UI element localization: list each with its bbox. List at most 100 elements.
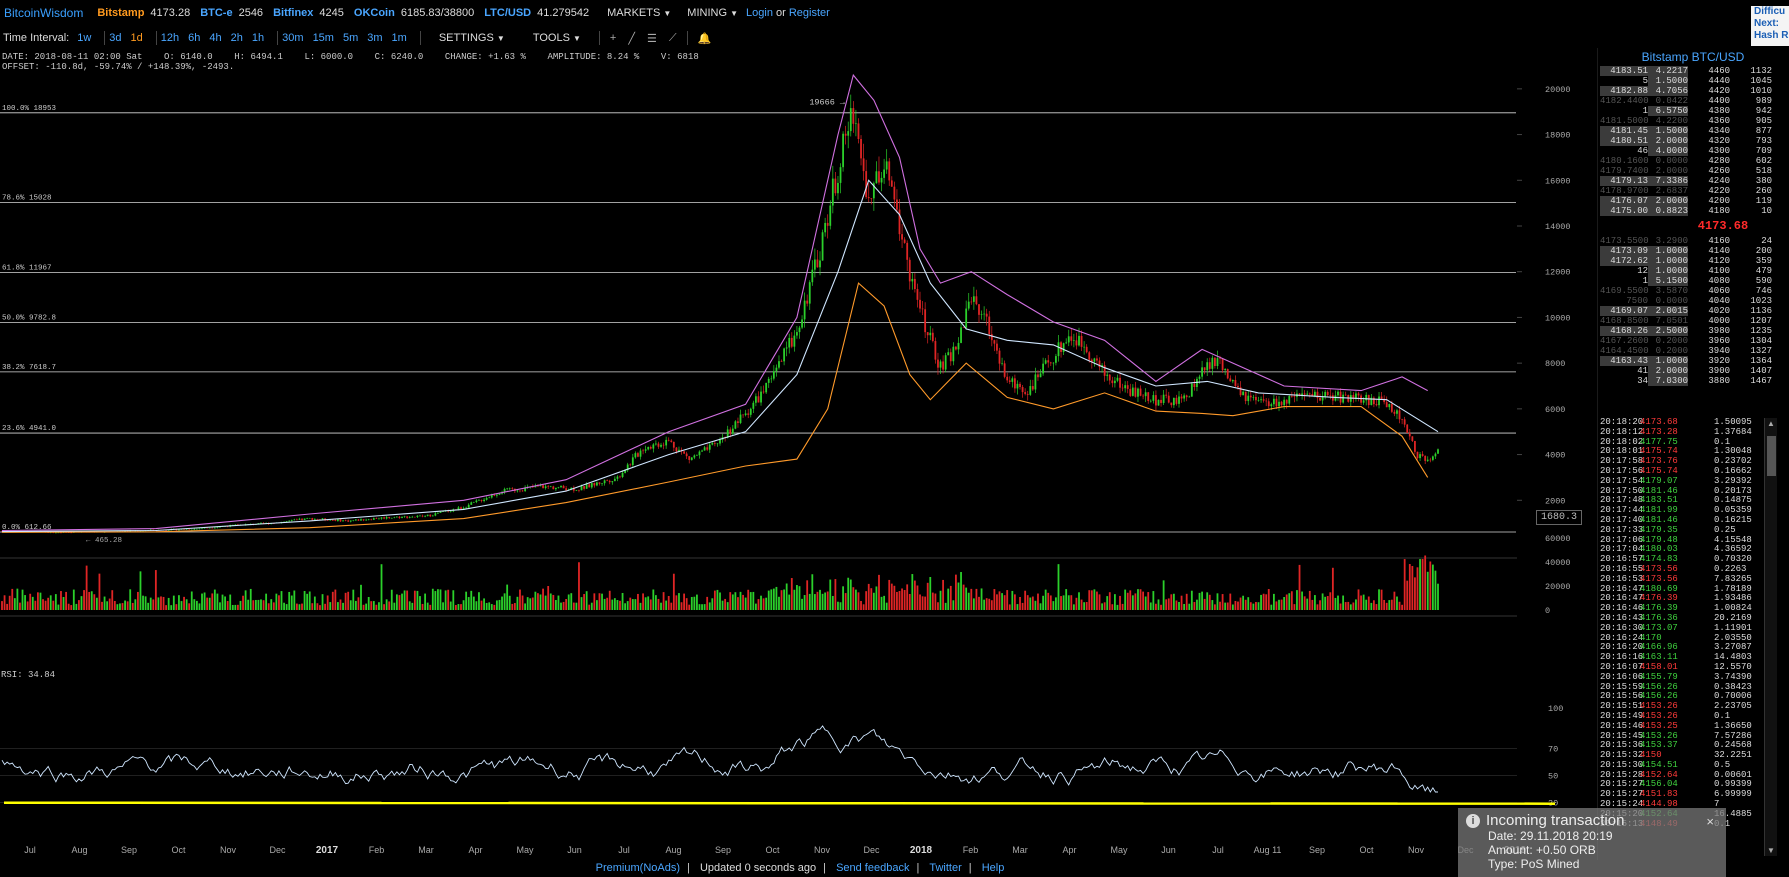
volume-bar <box>806 580 809 610</box>
exchange-ticker-btce[interactable]: BTC-e 2546 <box>200 7 263 19</box>
interval-15m[interactable]: 15m <box>312 32 334 44</box>
volume-bar <box>1247 597 1250 610</box>
trendline-icon[interactable]: ╱ <box>628 32 635 45</box>
interval-12h[interactable]: 12h <box>160 32 180 44</box>
candle-body <box>1021 387 1024 393</box>
volume-bar <box>380 564 383 610</box>
trade-amount: 20.2169 <box>1714 612 1752 623</box>
volume-bar <box>1398 601 1401 610</box>
volume-bar <box>75 603 78 610</box>
volume-bar <box>1080 599 1083 610</box>
candle-body <box>549 486 552 488</box>
settings-menu[interactable]: SETTINGS ▼ <box>439 32 505 44</box>
interval-1d[interactable]: 1d <box>130 32 143 44</box>
candle-body <box>726 429 729 438</box>
scroll-down-icon[interactable]: ▼ <box>1767 846 1775 855</box>
candle-body <box>713 443 716 444</box>
interval-1m[interactable]: 1m <box>391 32 407 44</box>
volume-bar <box>583 594 585 610</box>
volume-bar <box>319 605 321 610</box>
volume-bar <box>1360 595 1362 610</box>
interval-4h[interactable]: 4h <box>209 32 222 44</box>
close-icon[interactable]: × <box>1706 814 1714 829</box>
markets-menu[interactable]: MARKETS ▼ <box>607 7 671 19</box>
volume-bar <box>793 589 796 610</box>
depth-price: 4260 <box>1708 166 1730 176</box>
candle-body <box>962 327 965 329</box>
exchange-name[interactable]: Bitstamp <box>97 7 145 19</box>
candle-body <box>337 519 339 521</box>
exchange-name[interactable]: BTC-e <box>200 7 233 19</box>
mining-menu[interactable]: MINING ▼ <box>687 7 738 19</box>
last-price: 4173.68 <box>1697 219 1749 233</box>
trade-amount: 0.70320 <box>1714 554 1752 565</box>
twitter-link[interactable]: Twitter <box>929 862 962 874</box>
interval-3m[interactable]: 3m <box>367 32 383 44</box>
volume-bar <box>167 597 170 610</box>
horizontal-line-icon[interactable]: ☰ <box>646 32 657 45</box>
trade-amount: 1.30048 <box>1714 446 1752 457</box>
interval-1h[interactable]: 1h <box>251 32 265 44</box>
trade-price: 4183.51 <box>1640 495 1678 506</box>
tools-menu[interactable]: TOOLS ▼ <box>533 32 581 44</box>
register-link[interactable]: Register <box>788 7 830 19</box>
candle-body <box>1403 419 1406 425</box>
order-volume: 1.5000 <box>1648 76 1688 86</box>
candle-body <box>937 359 939 368</box>
exchange-name[interactable]: LTC/USD <box>484 7 532 19</box>
exchange-ticker-bitfinex[interactable]: Bitfinex 4245 <box>273 7 344 19</box>
volume-bar <box>157 597 160 610</box>
exchange-ticker-okcoin[interactable]: OKCoin 6185.83/38800 <box>354 7 474 19</box>
volume-bar <box>557 595 560 610</box>
interval-5m[interactable]: 5m <box>342 32 359 44</box>
notification-popup[interactable]: i Incoming transaction Date: 29.11.2018 2… <box>1458 808 1726 877</box>
brand-logo[interactable]: BitcoinWisdom <box>4 6 84 20</box>
fib-levels: 100.0% 18953 78.6% 15028 61.8% 11967 50.0% … <box>0 105 1516 533</box>
scroll-thumb[interactable] <box>1767 436 1776 476</box>
bell-icon[interactable]: 🔔 <box>697 32 712 45</box>
feedback-link[interactable]: Send feedback <box>836 862 910 874</box>
volume-bar <box>137 591 139 610</box>
trade-amount: 0.20173 <box>1714 485 1752 496</box>
candle-body <box>465 507 468 509</box>
interval-2h[interactable]: 2h <box>230 32 243 44</box>
fib-tool-icon[interactable]: ⟋ <box>668 31 677 44</box>
candle-body <box>462 507 465 509</box>
orderbook-row: 46 4.0000 4300 709 <box>1600 146 1786 156</box>
candle-body <box>1293 396 1296 397</box>
orderbook-row: 5 1.5000 4440 1045 <box>1600 76 1786 86</box>
time-axis-label: Jul <box>618 845 630 855</box>
trade-amount: 0.16662 <box>1714 465 1752 476</box>
interval-30m[interactable]: 30m <box>282 32 304 44</box>
interval-3d[interactable]: 3d <box>109 32 122 44</box>
candle-body <box>1008 380 1011 382</box>
candle-body <box>1006 376 1009 381</box>
exchange-name[interactable]: Bitfinex <box>273 7 314 19</box>
price-chart[interactable]: 100.0% 18953 78.6% 15028 61.8% 11967 50.0% … <box>0 48 1598 860</box>
interval-1w[interactable]: 1w <box>77 32 92 44</box>
help-link[interactable]: Help <box>981 862 1005 874</box>
exchange-ticker-bitstamp[interactable]: Bitstamp 4173.28 <box>97 7 190 19</box>
exchange-ticker-ltcusd[interactable]: LTC/USD 41.279542 <box>484 7 589 19</box>
time-axis-label: Mar <box>418 845 434 855</box>
candle-body <box>260 522 262 524</box>
volume-bar <box>593 593 596 610</box>
depth-price: 4300 <box>1708 146 1730 156</box>
exchange-price: 6185.83/38800 <box>400 7 475 19</box>
candle-body <box>662 444 665 446</box>
cursor-price-label: 1680.3 <box>1536 510 1583 525</box>
candle-body <box>1137 388 1139 397</box>
depth-volume: 24 <box>1761 236 1772 246</box>
order-price: 4172.62 <box>1600 256 1648 266</box>
volume-bar <box>724 598 727 610</box>
login-link[interactable]: Login <box>746 7 773 19</box>
crosshair-icon[interactable]: + <box>609 32 617 44</box>
premium-link[interactable]: Premium(NoAds) <box>595 862 681 874</box>
exchange-name[interactable]: OKCoin <box>353 7 395 19</box>
trade-scrollbar[interactable]: ▲ ▼ <box>1764 418 1777 856</box>
scroll-up-icon[interactable]: ▲ <box>1767 419 1775 428</box>
volume-bar <box>719 592 721 610</box>
interval-6h[interactable]: 6h <box>188 32 201 44</box>
order-volume: 4.2200 <box>1655 116 1688 126</box>
candle-body <box>829 205 832 226</box>
